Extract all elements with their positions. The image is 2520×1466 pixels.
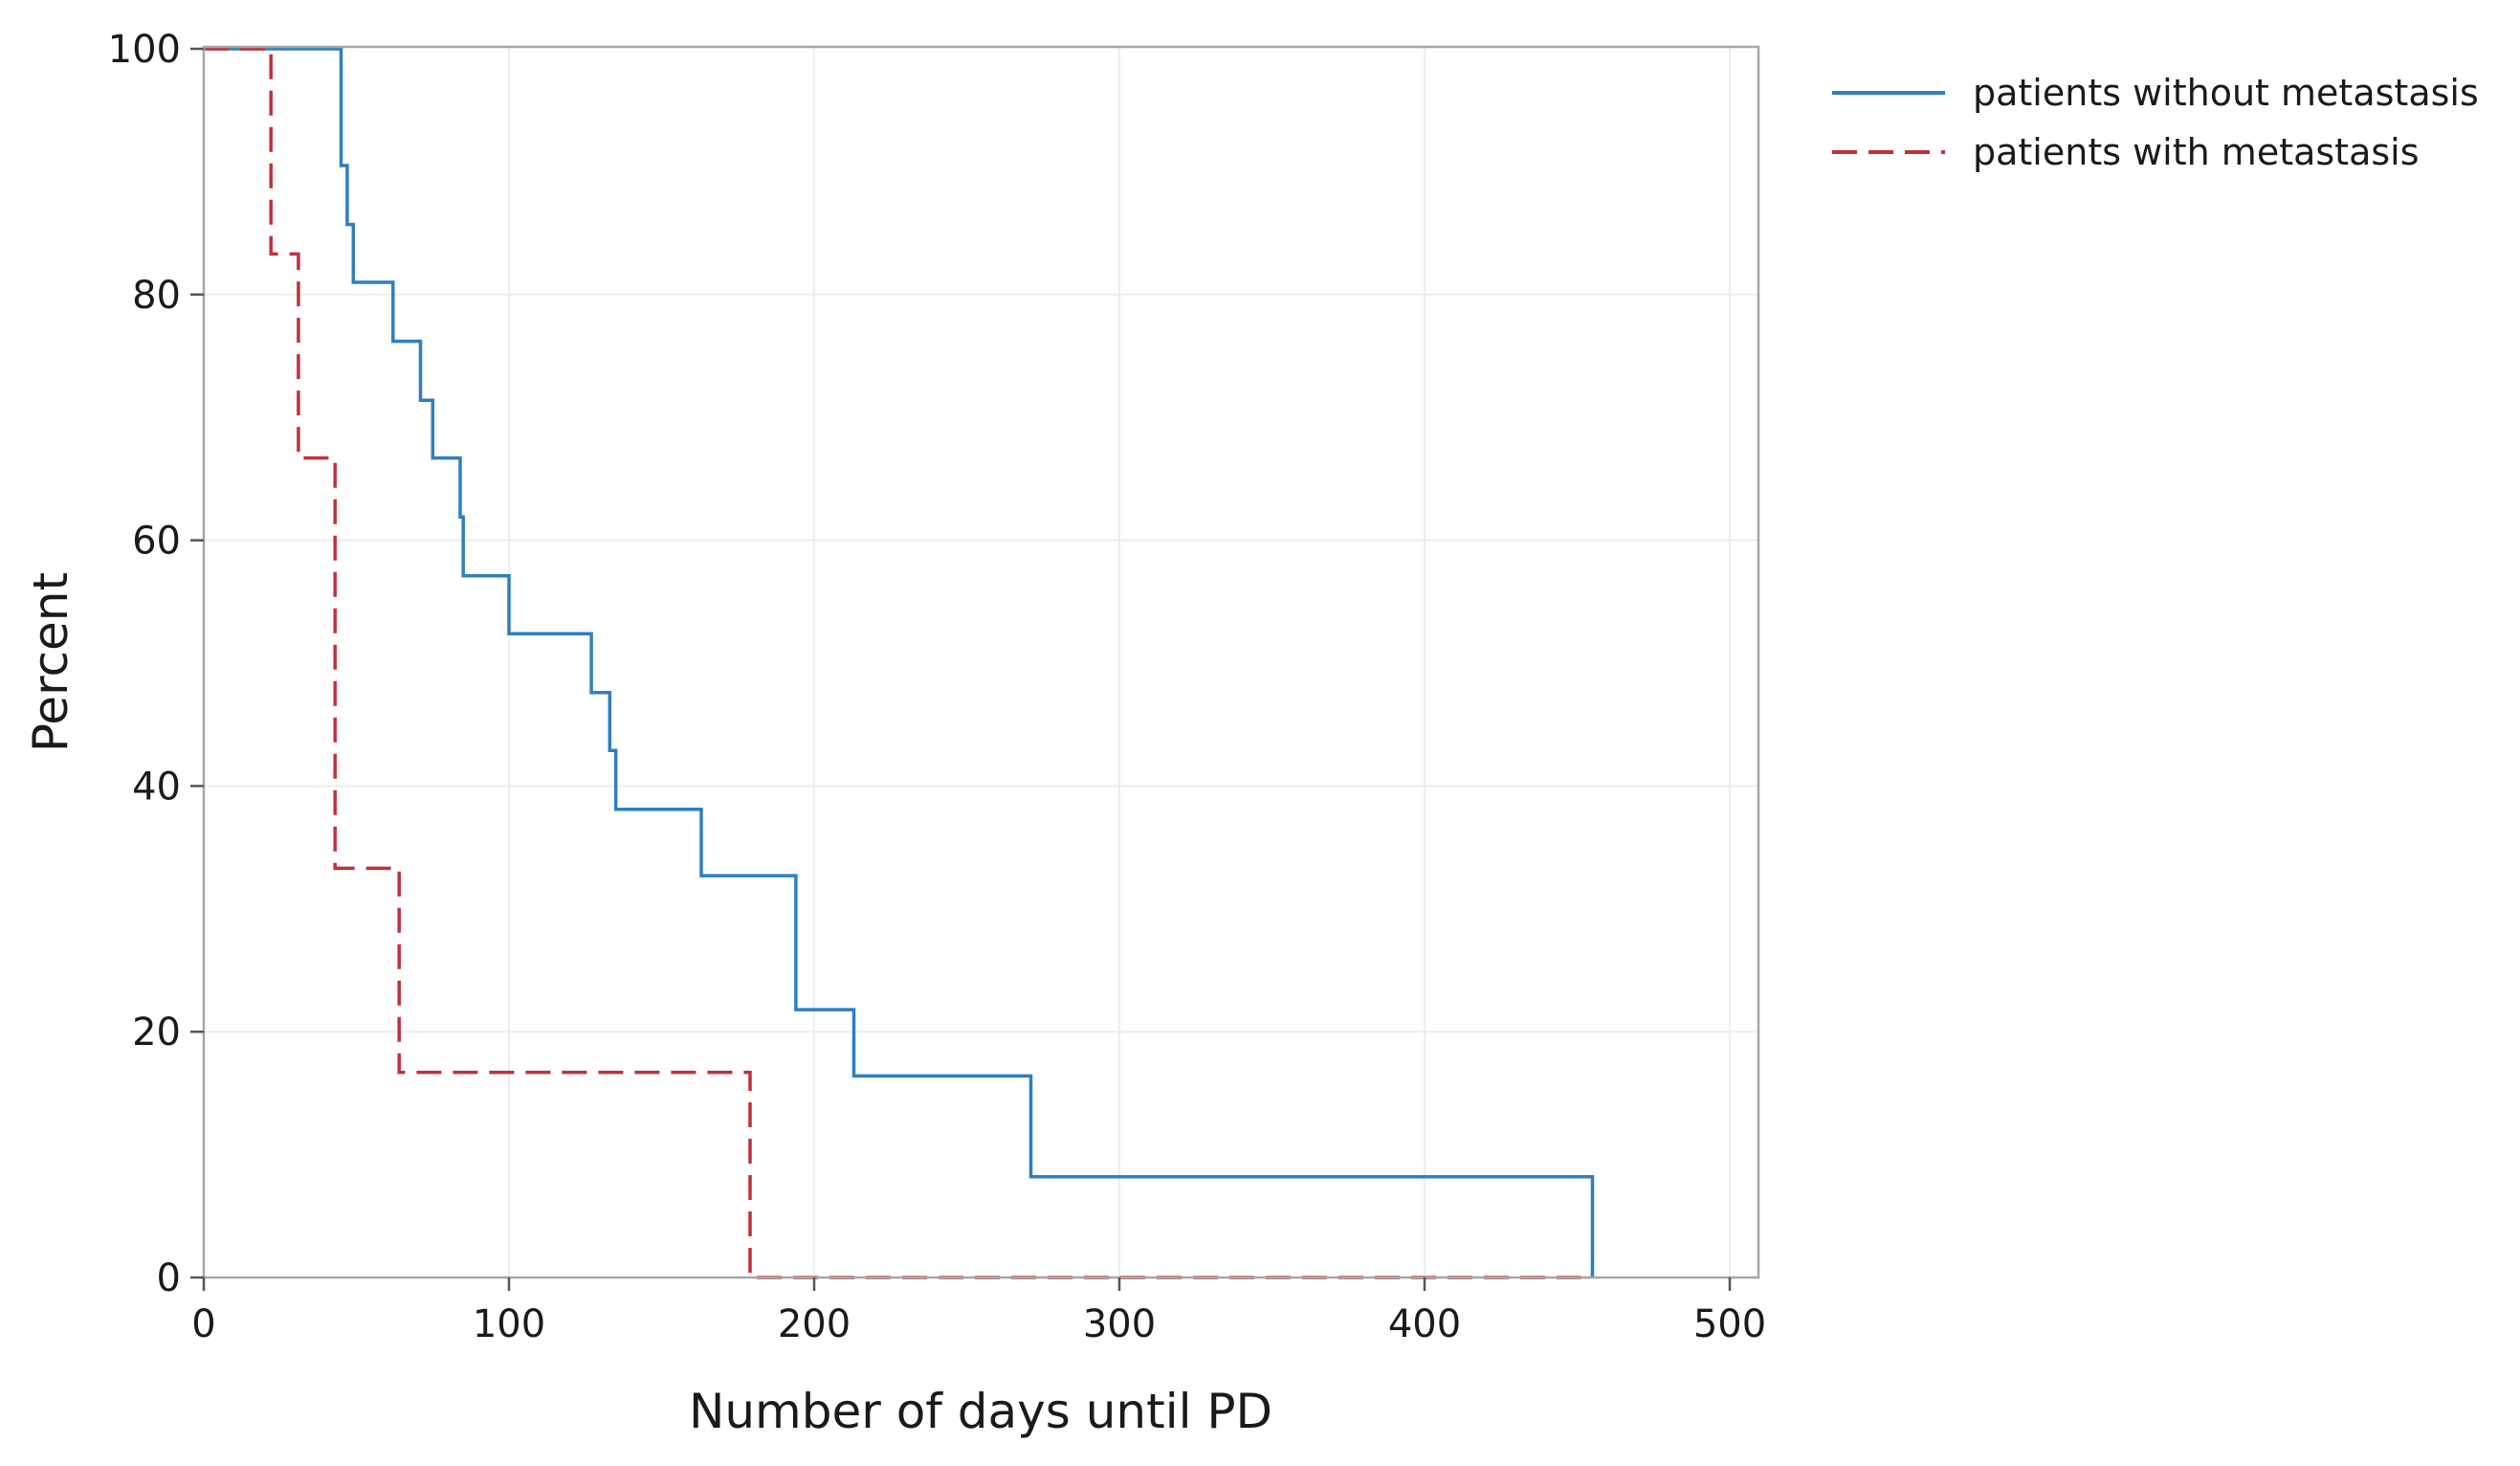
y-tick-label-80: 80 — [132, 274, 181, 318]
plot-frame — [202, 45, 1760, 1279]
legend-label-without-metastasis: patients without metastasis — [1973, 72, 2479, 114]
x-tick-label-300: 300 — [1083, 1302, 1156, 1346]
y-tick-label-100: 100 — [108, 28, 181, 72]
y-tick-label-60: 60 — [132, 520, 181, 564]
series-layer — [204, 47, 1595, 1279]
x-tick-label-100: 100 — [473, 1302, 545, 1346]
legend: patients without metastasis patients with… — [1832, 72, 2479, 173]
x-tick-label-400: 400 — [1388, 1302, 1461, 1346]
legend-label-with-metastasis: patients with metastasis — [1973, 131, 2420, 173]
grid-layer — [204, 47, 1758, 1277]
y-axis-title: Percent — [23, 572, 78, 752]
tick-layer: 0 100 200 300 400 500 0 20 40 60 80 100 — [108, 28, 1767, 1346]
series-line-without-metastasis — [204, 47, 1595, 1277]
x-tick-label-200: 200 — [778, 1302, 851, 1346]
y-tick-label-20: 20 — [132, 1011, 181, 1055]
series-line-with-metastasis — [204, 47, 1593, 1279]
x-axis-title: Number of days until PD — [689, 1384, 1272, 1439]
y-tick-label-40: 40 — [132, 765, 181, 809]
y-tick-label-0: 0 — [157, 1256, 181, 1300]
x-tick-label-500: 500 — [1693, 1302, 1766, 1346]
x-tick-label-0: 0 — [191, 1302, 215, 1346]
